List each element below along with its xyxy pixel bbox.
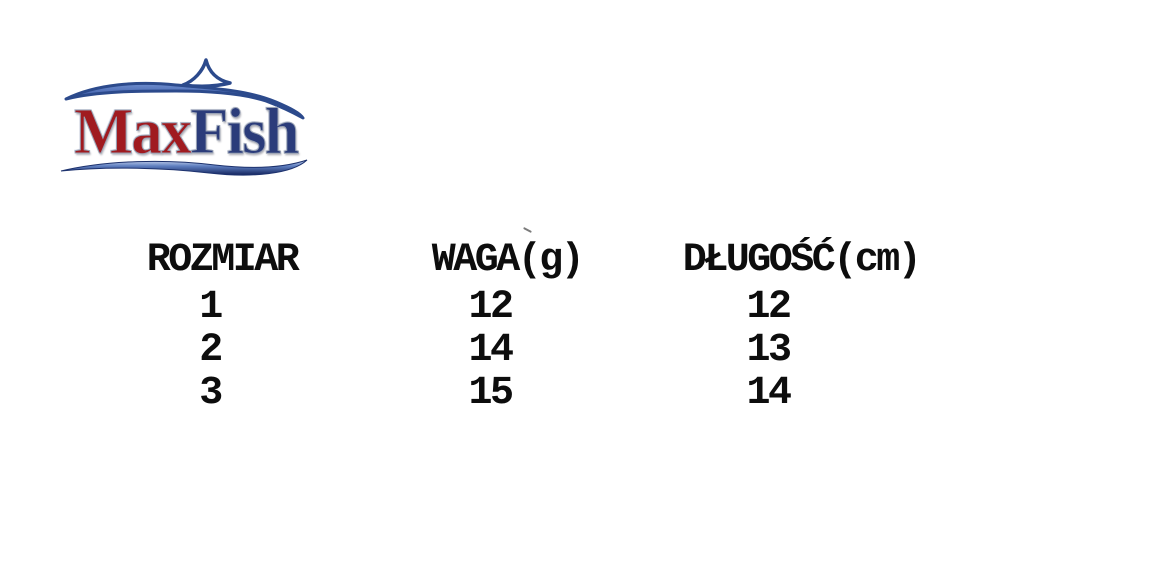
stray-mark	[523, 227, 532, 233]
cell-dlugosc-2: 13	[746, 328, 792, 373]
cell-dlugosc-1: 12	[746, 285, 792, 330]
col-header-dlugosc: DŁUGOŚĆ(cm)	[682, 238, 922, 283]
brand-max: Max	[74, 95, 193, 168]
col-header-waga: WAGA(g)	[431, 238, 585, 283]
brand-fish: Fish	[190, 95, 300, 168]
cell-waga-1: 12	[468, 285, 514, 330]
cell-dlugosc-3: 14	[746, 371, 792, 416]
cell-waga-2: 14	[468, 328, 514, 373]
brand-wordmark: MaxFish	[74, 98, 300, 165]
cell-rozmiar-2: 2	[199, 328, 223, 373]
maxfish-logo: MaxFish	[52, 55, 314, 190]
col-header-rozmiar: ROZMIAR	[146, 238, 300, 283]
cell-waga-3: 15	[468, 371, 514, 416]
logo-fin-icon	[181, 58, 232, 89]
logo-swoosh-top	[64, 81, 305, 120]
logo-swoosh-graphic	[60, 58, 308, 176]
logo-swoosh-bottom	[60, 159, 308, 176]
cell-rozmiar-1: 1	[199, 285, 223, 330]
cell-rozmiar-3: 3	[199, 371, 223, 416]
